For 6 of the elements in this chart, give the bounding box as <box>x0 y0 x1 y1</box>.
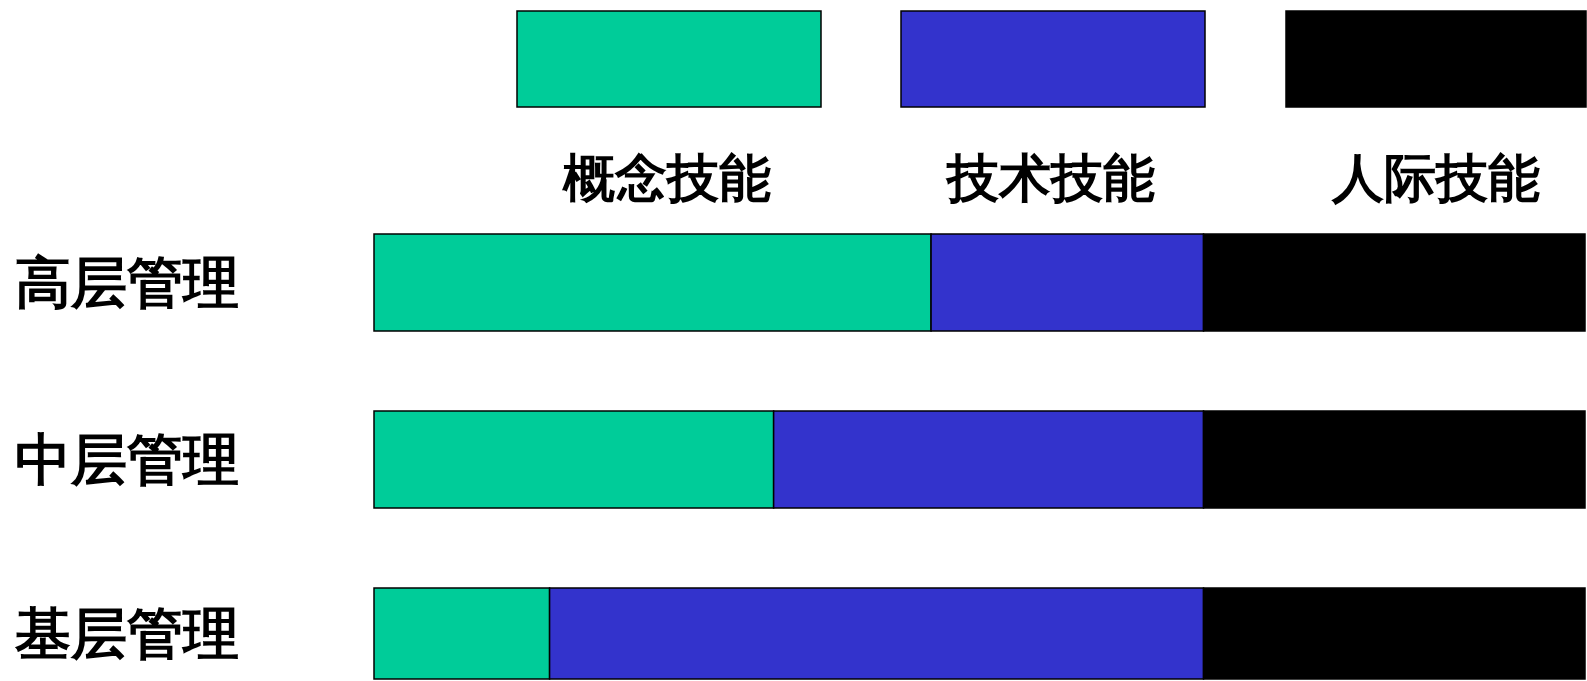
y-tick-label: 基层管理 <box>14 601 239 666</box>
series-label: 概念技能 <box>561 148 771 208</box>
y-tick-label: 中层管理 <box>15 427 239 492</box>
y-tick-label: 高层管理 <box>15 250 239 315</box>
series-label: 技术技能 <box>945 148 1155 208</box>
series-label: 人际技能 <box>1331 148 1540 208</box>
